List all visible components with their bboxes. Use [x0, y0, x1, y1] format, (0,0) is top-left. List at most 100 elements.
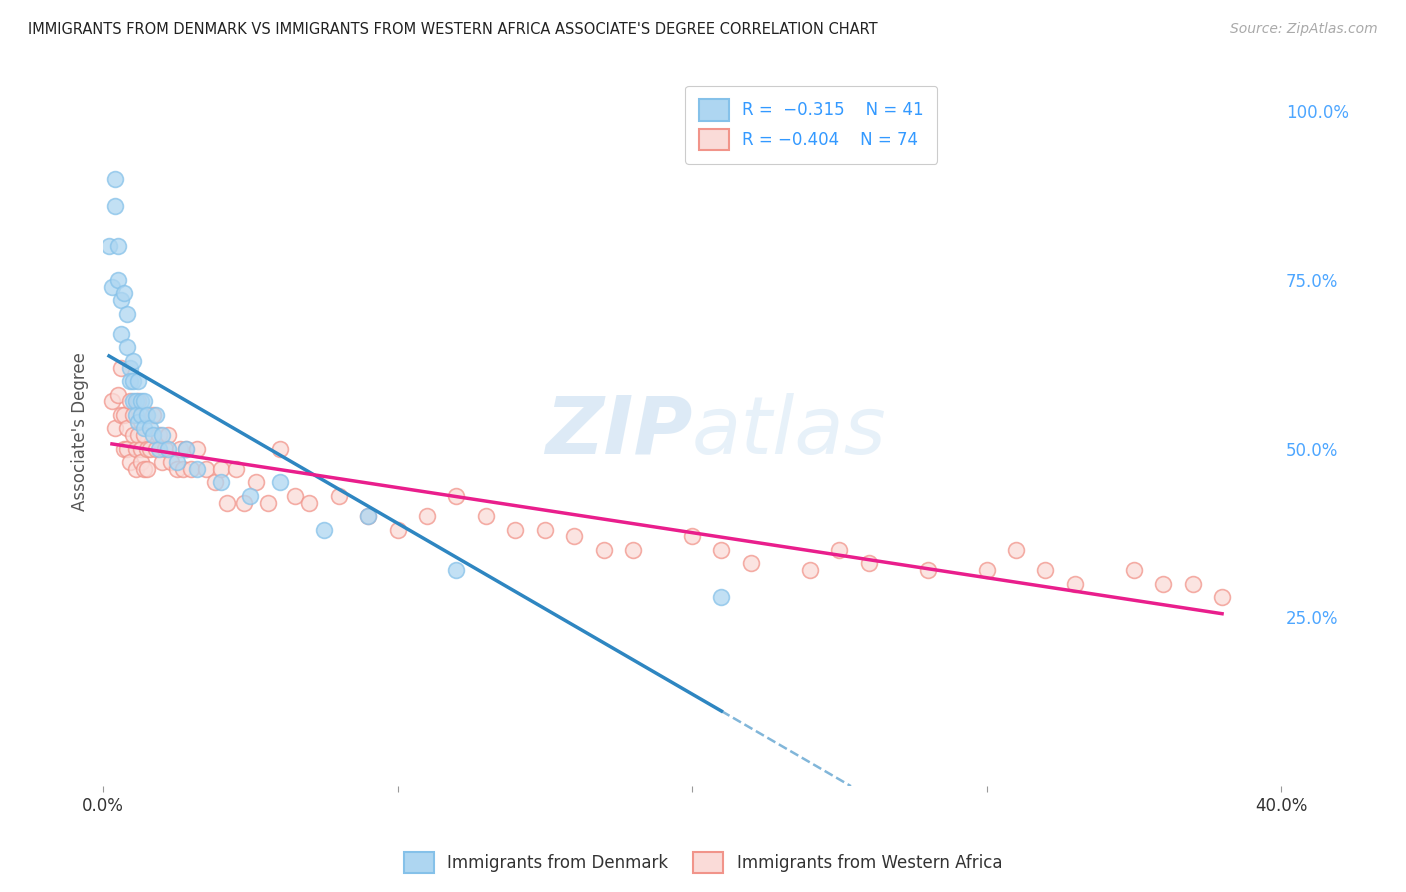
- Point: [209, 475, 232, 490]
- Point: [710, 590, 733, 604]
- Text: ZIP: ZIP: [544, 392, 692, 471]
- Point: [592, 542, 614, 557]
- Y-axis label: Associate's Degree: Associate's Degree: [72, 352, 89, 511]
- Point: [110, 293, 132, 308]
- Point: [118, 360, 141, 375]
- Point: [239, 489, 262, 503]
- Text: atlas: atlas: [692, 392, 887, 471]
- Point: [112, 286, 135, 301]
- Point: [110, 360, 132, 375]
- Point: [145, 442, 167, 456]
- Point: [1211, 590, 1233, 604]
- Point: [98, 239, 121, 253]
- Point: [104, 171, 127, 186]
- Point: [976, 563, 998, 577]
- Point: [328, 489, 350, 503]
- Point: [204, 475, 226, 490]
- Point: [142, 408, 165, 422]
- Point: [112, 442, 135, 456]
- Point: [131, 394, 153, 409]
- Point: [115, 307, 138, 321]
- Point: [107, 387, 129, 401]
- Point: [283, 489, 305, 503]
- Point: [562, 529, 585, 543]
- Point: [387, 523, 409, 537]
- Point: [104, 421, 127, 435]
- Point: [1152, 576, 1174, 591]
- Point: [1035, 563, 1057, 577]
- Point: [121, 354, 143, 368]
- Point: [416, 509, 439, 524]
- Point: [124, 408, 146, 422]
- Point: [131, 442, 153, 456]
- Point: [446, 489, 468, 503]
- Point: [153, 442, 176, 456]
- Point: [858, 557, 880, 571]
- Point: [121, 408, 143, 422]
- Point: [446, 563, 468, 577]
- Point: [127, 374, 149, 388]
- Point: [180, 462, 202, 476]
- Legend: R =  −0.315    N = 41, R = −0.404    N = 74: R = −0.315 N = 41, R = −0.404 N = 74: [685, 86, 936, 163]
- Point: [209, 462, 232, 476]
- Point: [124, 394, 146, 409]
- Point: [115, 340, 138, 354]
- Point: [357, 509, 380, 524]
- Point: [150, 428, 173, 442]
- Point: [828, 542, 851, 557]
- Point: [118, 394, 141, 409]
- Point: [127, 394, 149, 409]
- Point: [110, 408, 132, 422]
- Point: [740, 557, 762, 571]
- Point: [174, 442, 197, 456]
- Point: [174, 442, 197, 456]
- Point: [124, 442, 146, 456]
- Point: [1005, 542, 1028, 557]
- Point: [166, 455, 188, 469]
- Point: [134, 394, 156, 409]
- Point: [139, 421, 162, 435]
- Point: [166, 462, 188, 476]
- Point: [156, 442, 179, 456]
- Point: [107, 273, 129, 287]
- Point: [186, 442, 208, 456]
- Legend: Immigrants from Denmark, Immigrants from Western Africa: Immigrants from Denmark, Immigrants from…: [396, 846, 1010, 880]
- Point: [134, 462, 156, 476]
- Point: [533, 523, 555, 537]
- Point: [148, 428, 170, 442]
- Point: [269, 475, 291, 490]
- Point: [107, 239, 129, 253]
- Point: [475, 509, 498, 524]
- Point: [148, 442, 170, 456]
- Point: [115, 442, 138, 456]
- Point: [127, 428, 149, 442]
- Point: [150, 455, 173, 469]
- Point: [357, 509, 380, 524]
- Point: [136, 462, 159, 476]
- Point: [245, 475, 267, 490]
- Point: [710, 542, 733, 557]
- Point: [186, 462, 208, 476]
- Point: [112, 408, 135, 422]
- Point: [139, 442, 162, 456]
- Point: [621, 542, 644, 557]
- Point: [104, 199, 127, 213]
- Text: IMMIGRANTS FROM DENMARK VS IMMIGRANTS FROM WESTERN AFRICA ASSOCIATE'S DEGREE COR: IMMIGRANTS FROM DENMARK VS IMMIGRANTS FR…: [28, 22, 877, 37]
- Point: [298, 496, 321, 510]
- Point: [121, 374, 143, 388]
- Point: [134, 421, 156, 435]
- Point: [136, 408, 159, 422]
- Point: [215, 496, 238, 510]
- Point: [681, 529, 703, 543]
- Point: [131, 408, 153, 422]
- Point: [142, 428, 165, 442]
- Point: [131, 455, 153, 469]
- Point: [225, 462, 247, 476]
- Point: [257, 496, 280, 510]
- Point: [134, 428, 156, 442]
- Point: [1063, 576, 1085, 591]
- Point: [799, 563, 821, 577]
- Point: [1181, 576, 1204, 591]
- Point: [124, 462, 146, 476]
- Point: [145, 408, 167, 422]
